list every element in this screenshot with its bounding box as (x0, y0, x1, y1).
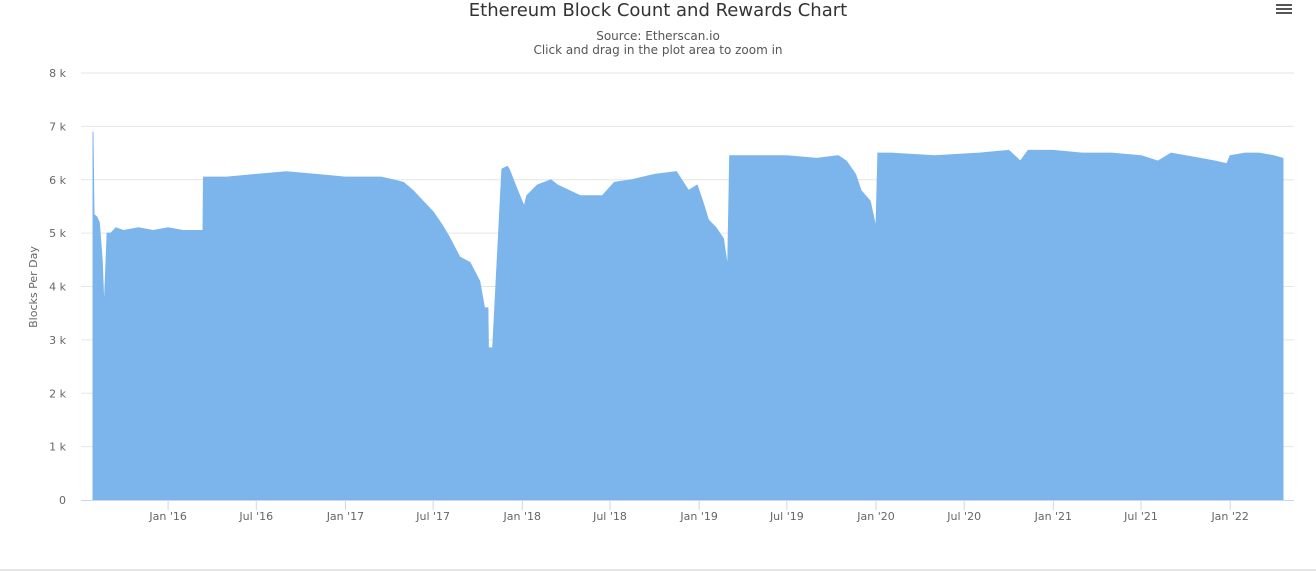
x-tick-label: Jul '17 (415, 510, 450, 523)
x-tick-label: Jan '22 (1210, 510, 1248, 523)
zoom-instruction: Click and drag in the plot area to zoom … (533, 43, 783, 57)
x-tick-label: Jan '21 (1034, 510, 1072, 523)
y-tick-label: 7 k (49, 120, 66, 133)
y-tick-label: 3 k (49, 334, 66, 347)
menu-bar (1276, 12, 1292, 14)
x-tick-label: Jul '16 (238, 510, 273, 523)
y-tick-label: 4 k (49, 281, 66, 294)
x-tick-label: Jan '20 (856, 510, 894, 523)
blocks-per-day-area (92, 131, 1284, 501)
x-tick-label: Jan '16 (148, 510, 186, 523)
x-tick-label: Jan '19 (679, 510, 717, 523)
x-tick-label: Jan '17 (326, 510, 364, 523)
y-axis-title: Blocks Per Day (27, 246, 40, 328)
x-tick-label: Jul '20 (946, 510, 981, 523)
menu-bar (1276, 4, 1292, 6)
chart-subtitle: Source: Etherscan.io (596, 29, 720, 43)
y-tick-label: 0 (59, 494, 66, 507)
y-tick-label: 5 k (49, 227, 66, 240)
x-tick-label: Jul '21 (1123, 510, 1158, 523)
x-tick-label: Jan '18 (503, 510, 541, 523)
y-axis-labels: 0 1 k 2 k 3 k 4 k 5 k 6 k 7 k 8 k (49, 67, 66, 507)
y-tick-label: 2 k (49, 387, 66, 400)
x-axis: Jan '16 Jul '16 Jan '17 Jul '17 Jan '18 Jul '… (81, 500, 1294, 523)
y-tick-label: 6 k (49, 174, 66, 187)
y-tick-label: 1 k (49, 441, 66, 454)
hamburger-menu-icon[interactable] (1276, 2, 1292, 16)
x-tick-label: Jul '19 (769, 510, 804, 523)
y-tick-label: 8 k (49, 67, 66, 80)
series-area (92, 131, 1284, 501)
chart-title: Ethereum Block Count and Rewards Chart (468, 0, 848, 21)
menu-bar (1276, 8, 1292, 10)
chart-bottom-border (0, 569, 1316, 571)
x-tick-label: Jul '18 (592, 510, 627, 523)
